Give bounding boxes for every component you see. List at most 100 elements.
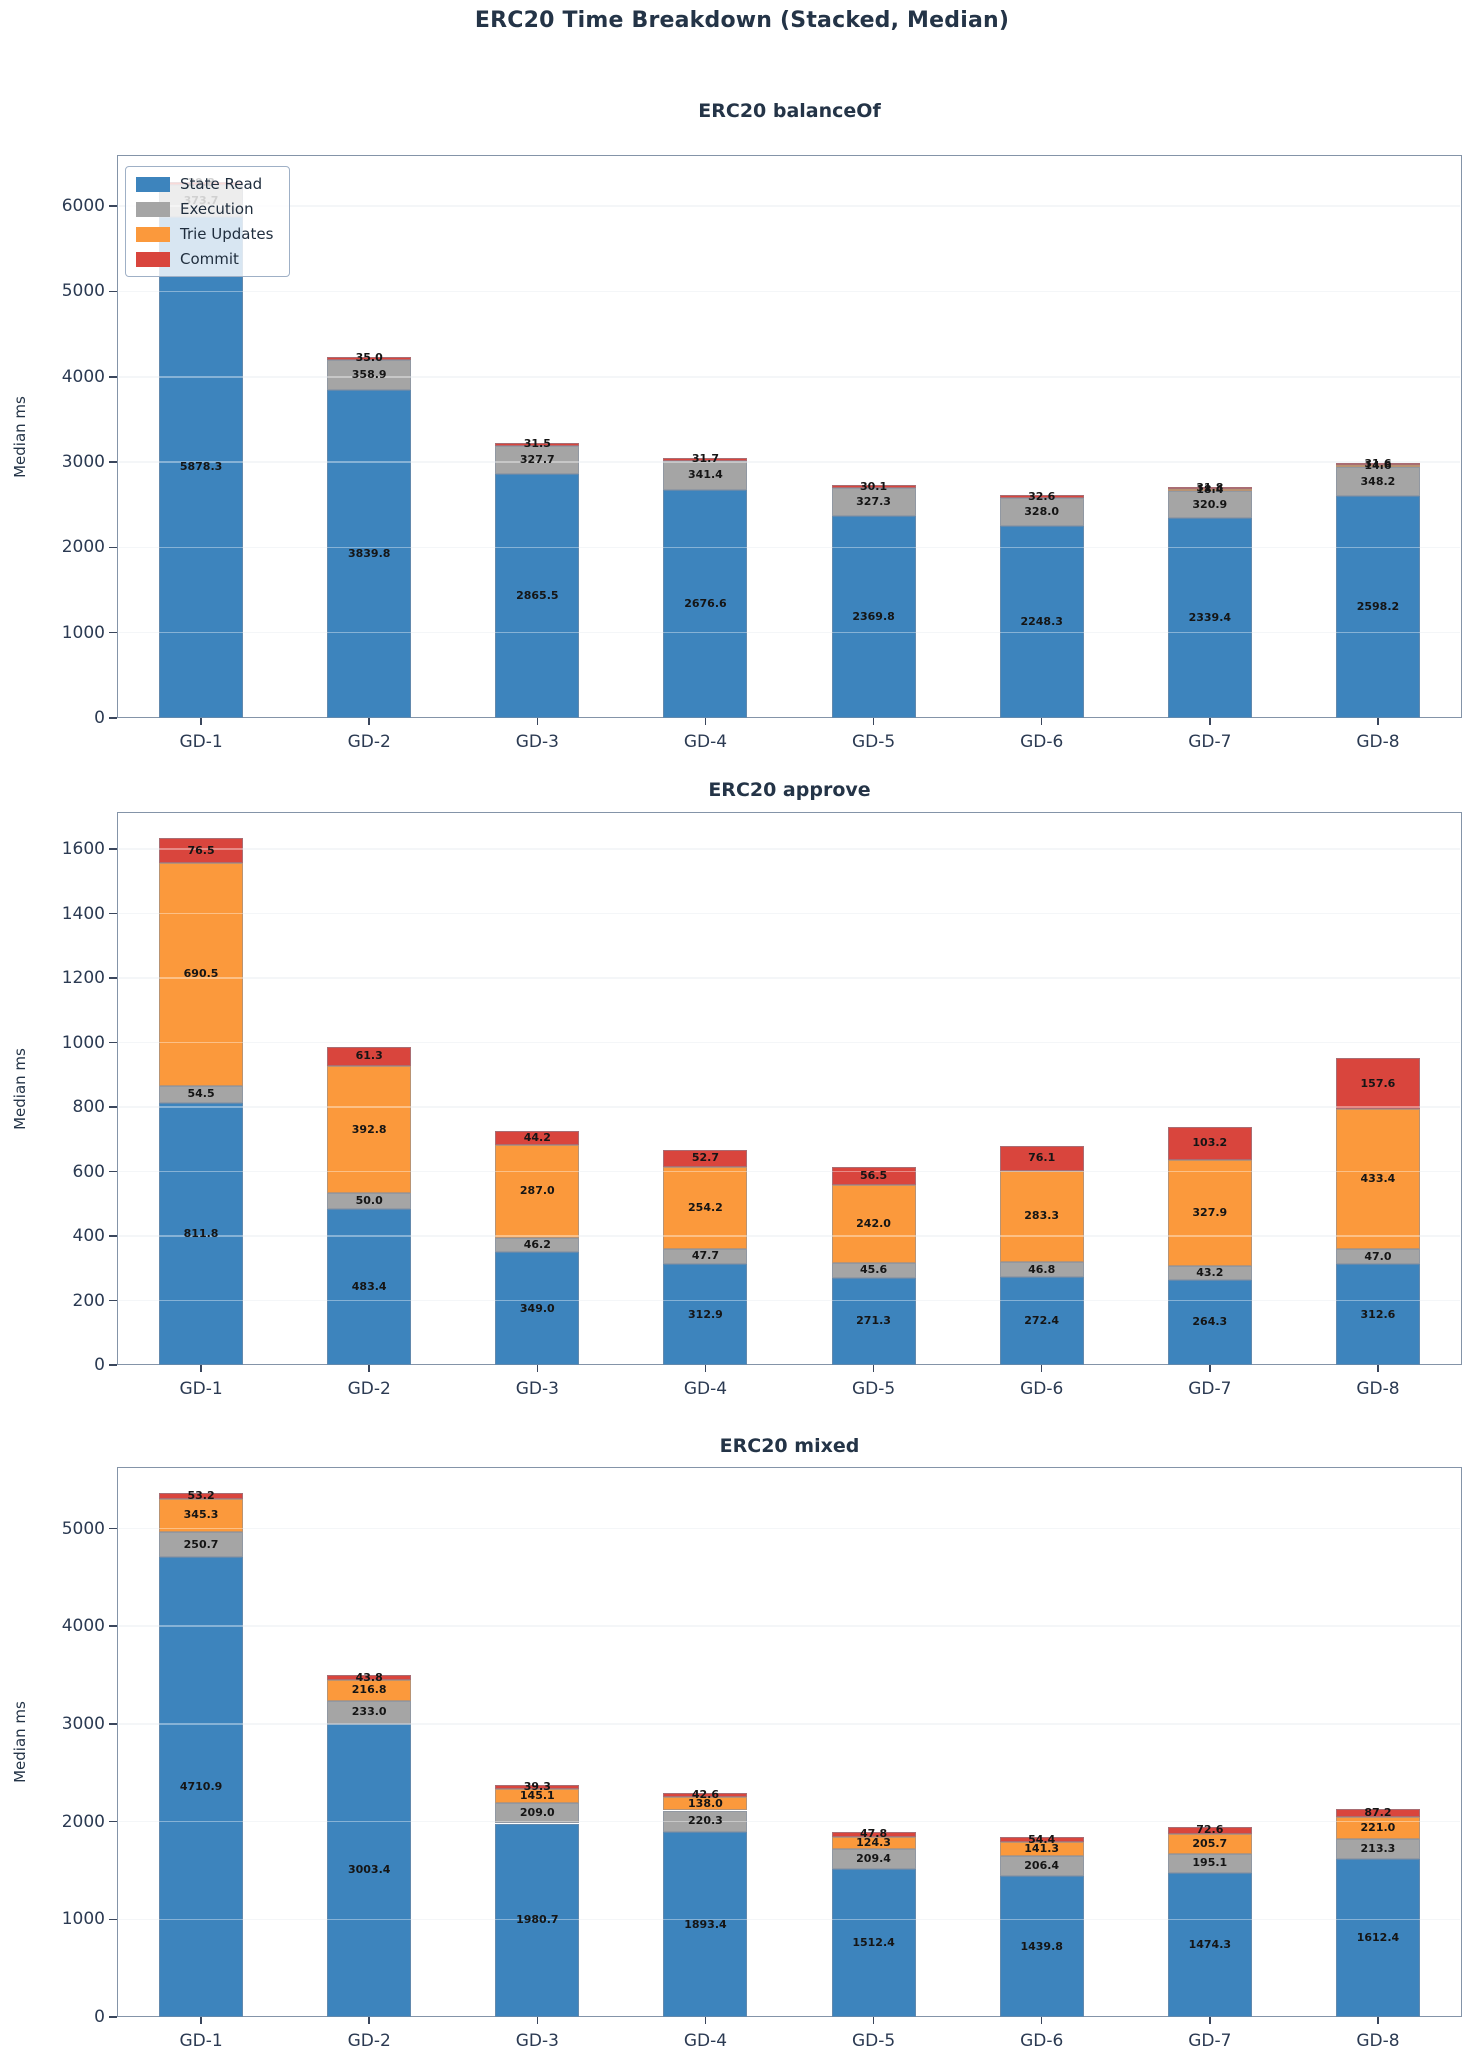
bar-segment-execution xyxy=(1167,491,1252,519)
value-label: 433.4 xyxy=(1360,1172,1396,1186)
value-label: 205.7 xyxy=(1192,1836,1228,1850)
x-tick-label: GD-3 xyxy=(515,1379,559,1399)
value-label: 47.0 xyxy=(1364,1249,1392,1263)
value-label: 2598.2 xyxy=(1356,600,1400,614)
gridline-overlay xyxy=(119,1299,1460,1302)
x-tick-label: GD-7 xyxy=(1188,2031,1232,2051)
bar-segment-commit xyxy=(495,1785,580,1789)
bar-segment-commit xyxy=(327,1675,412,1680)
gridline xyxy=(119,1625,1460,1627)
bar-segment-trie-updates xyxy=(831,1836,916,1849)
y-tick-mark xyxy=(109,848,117,850)
y-tick-mark xyxy=(109,977,117,979)
y-tick-mark xyxy=(109,1820,117,1823)
value-label: 242.0 xyxy=(856,1216,891,1230)
value-label: 47.8 xyxy=(859,1827,888,1841)
value-label: 483.4 xyxy=(351,1280,387,1294)
y-tick-mark xyxy=(109,205,117,207)
gridline-overlay xyxy=(119,376,1460,378)
value-label: 1512.4 xyxy=(852,1936,895,1950)
value-label: 42.6 xyxy=(691,1787,719,1801)
value-label: 195.1 xyxy=(1192,1856,1228,1870)
value-label: 2248.3 xyxy=(1020,615,1063,629)
bar-segment-commit xyxy=(1167,1826,1252,1834)
gridline-overlay xyxy=(119,977,1460,979)
y-tick-label: 3000 xyxy=(61,452,105,473)
x-tick-mark xyxy=(368,2017,370,2024)
value-label: 312.6 xyxy=(1360,1307,1396,1321)
gridline xyxy=(119,205,1460,207)
y-tick-mark xyxy=(109,1918,117,1921)
x-tick-label: GD-2 xyxy=(347,2031,391,2051)
value-label: 76.1 xyxy=(1028,1151,1056,1165)
y-tick-mark xyxy=(109,461,117,463)
gridline xyxy=(119,376,1460,378)
value-label: 272.4 xyxy=(1024,1314,1060,1328)
x-tick-mark xyxy=(536,2017,539,2024)
x-tick-mark xyxy=(704,718,707,725)
x-tick-mark xyxy=(536,1365,539,1372)
y-tick-label: 3000 xyxy=(61,1713,105,1734)
value-label: 811.8 xyxy=(183,1227,219,1241)
bar-segment-trie-updates xyxy=(1335,1109,1420,1250)
value-label: 1980.7 xyxy=(516,1913,559,1927)
bar-segment-state-read xyxy=(831,515,916,718)
x-tick-mark xyxy=(368,718,370,725)
value-label: 348.2 xyxy=(1360,474,1396,488)
bar-segment-commit xyxy=(999,1837,1084,1843)
bar-segment-state-read xyxy=(327,1723,412,2017)
gridline-overlay xyxy=(119,205,1460,207)
gridline-overlay xyxy=(119,1918,1460,1921)
bar-segment-state-read xyxy=(663,489,748,718)
value-label: 14.6 xyxy=(1364,459,1392,473)
bar-segment-trie-updates xyxy=(159,1498,244,1533)
gridline xyxy=(119,1170,1460,1173)
x-tick-mark xyxy=(1209,1365,1211,1372)
bar-segment-state-read xyxy=(1167,1279,1252,1365)
bar-segment-state-read xyxy=(1167,518,1252,718)
x-tick-label: GD-4 xyxy=(683,2031,728,2051)
bar-segment-trie-updates xyxy=(1335,1817,1420,1839)
gridline-overlay xyxy=(119,1041,1460,1044)
bar-segment-state-read xyxy=(831,1277,916,1365)
x-tick-label: GD-8 xyxy=(1356,1379,1400,1399)
bar-segment-state-read xyxy=(495,1252,580,1365)
value-label: 220.3 xyxy=(688,1814,723,1828)
gridline xyxy=(119,977,1460,979)
bar-segment-commit xyxy=(1335,1808,1420,1818)
value-label: 358.9 xyxy=(351,368,387,382)
x-tick-label: GD-8 xyxy=(1356,732,1400,752)
value-label: 213.3 xyxy=(1360,1842,1396,1856)
y-tick-label: 800 xyxy=(72,1097,105,1118)
bar-segment-trie-updates xyxy=(663,1166,748,1249)
bar-segment-state-read xyxy=(999,526,1084,718)
legend-item-commit: Commit xyxy=(136,250,273,268)
value-label: 2865.5 xyxy=(516,588,559,602)
bar-segment-execution xyxy=(327,1193,412,1210)
x-tick-mark xyxy=(1377,1365,1379,1372)
gridline xyxy=(119,1235,1460,1237)
bar-segment-execution xyxy=(1335,1249,1420,1265)
bar-segment-commit xyxy=(663,1149,748,1167)
bar-segment-commit xyxy=(663,457,748,461)
y-tick-mark xyxy=(109,1723,117,1725)
bar-segment-execution xyxy=(159,1085,244,1104)
bar-segment-commit xyxy=(831,1831,916,1837)
value-label: 50.0 xyxy=(355,1194,383,1208)
value-label: 1474.3 xyxy=(1188,1937,1232,1951)
gridline-overlay xyxy=(119,912,1460,915)
x-tick-label: GD-1 xyxy=(179,1379,223,1399)
value-label: 2369.8 xyxy=(852,609,895,623)
x-tick-mark xyxy=(872,2017,875,2024)
value-label: 157.6 xyxy=(1360,1076,1396,1090)
bar-segment-trie-updates xyxy=(999,1170,1084,1263)
y-tick-label: 6000 xyxy=(61,196,105,217)
x-tick-mark xyxy=(200,2017,202,2024)
value-label: 2676.6 xyxy=(684,596,727,610)
y-tick-mark xyxy=(109,1106,117,1108)
value-label: 283.3 xyxy=(1024,1209,1060,1223)
y-axis-label: Median ms xyxy=(11,1701,29,1783)
value-label: 87.2 xyxy=(1364,1805,1392,1819)
bar-segment-commit xyxy=(1335,462,1420,466)
y-tick-label: 0 xyxy=(94,708,105,728)
